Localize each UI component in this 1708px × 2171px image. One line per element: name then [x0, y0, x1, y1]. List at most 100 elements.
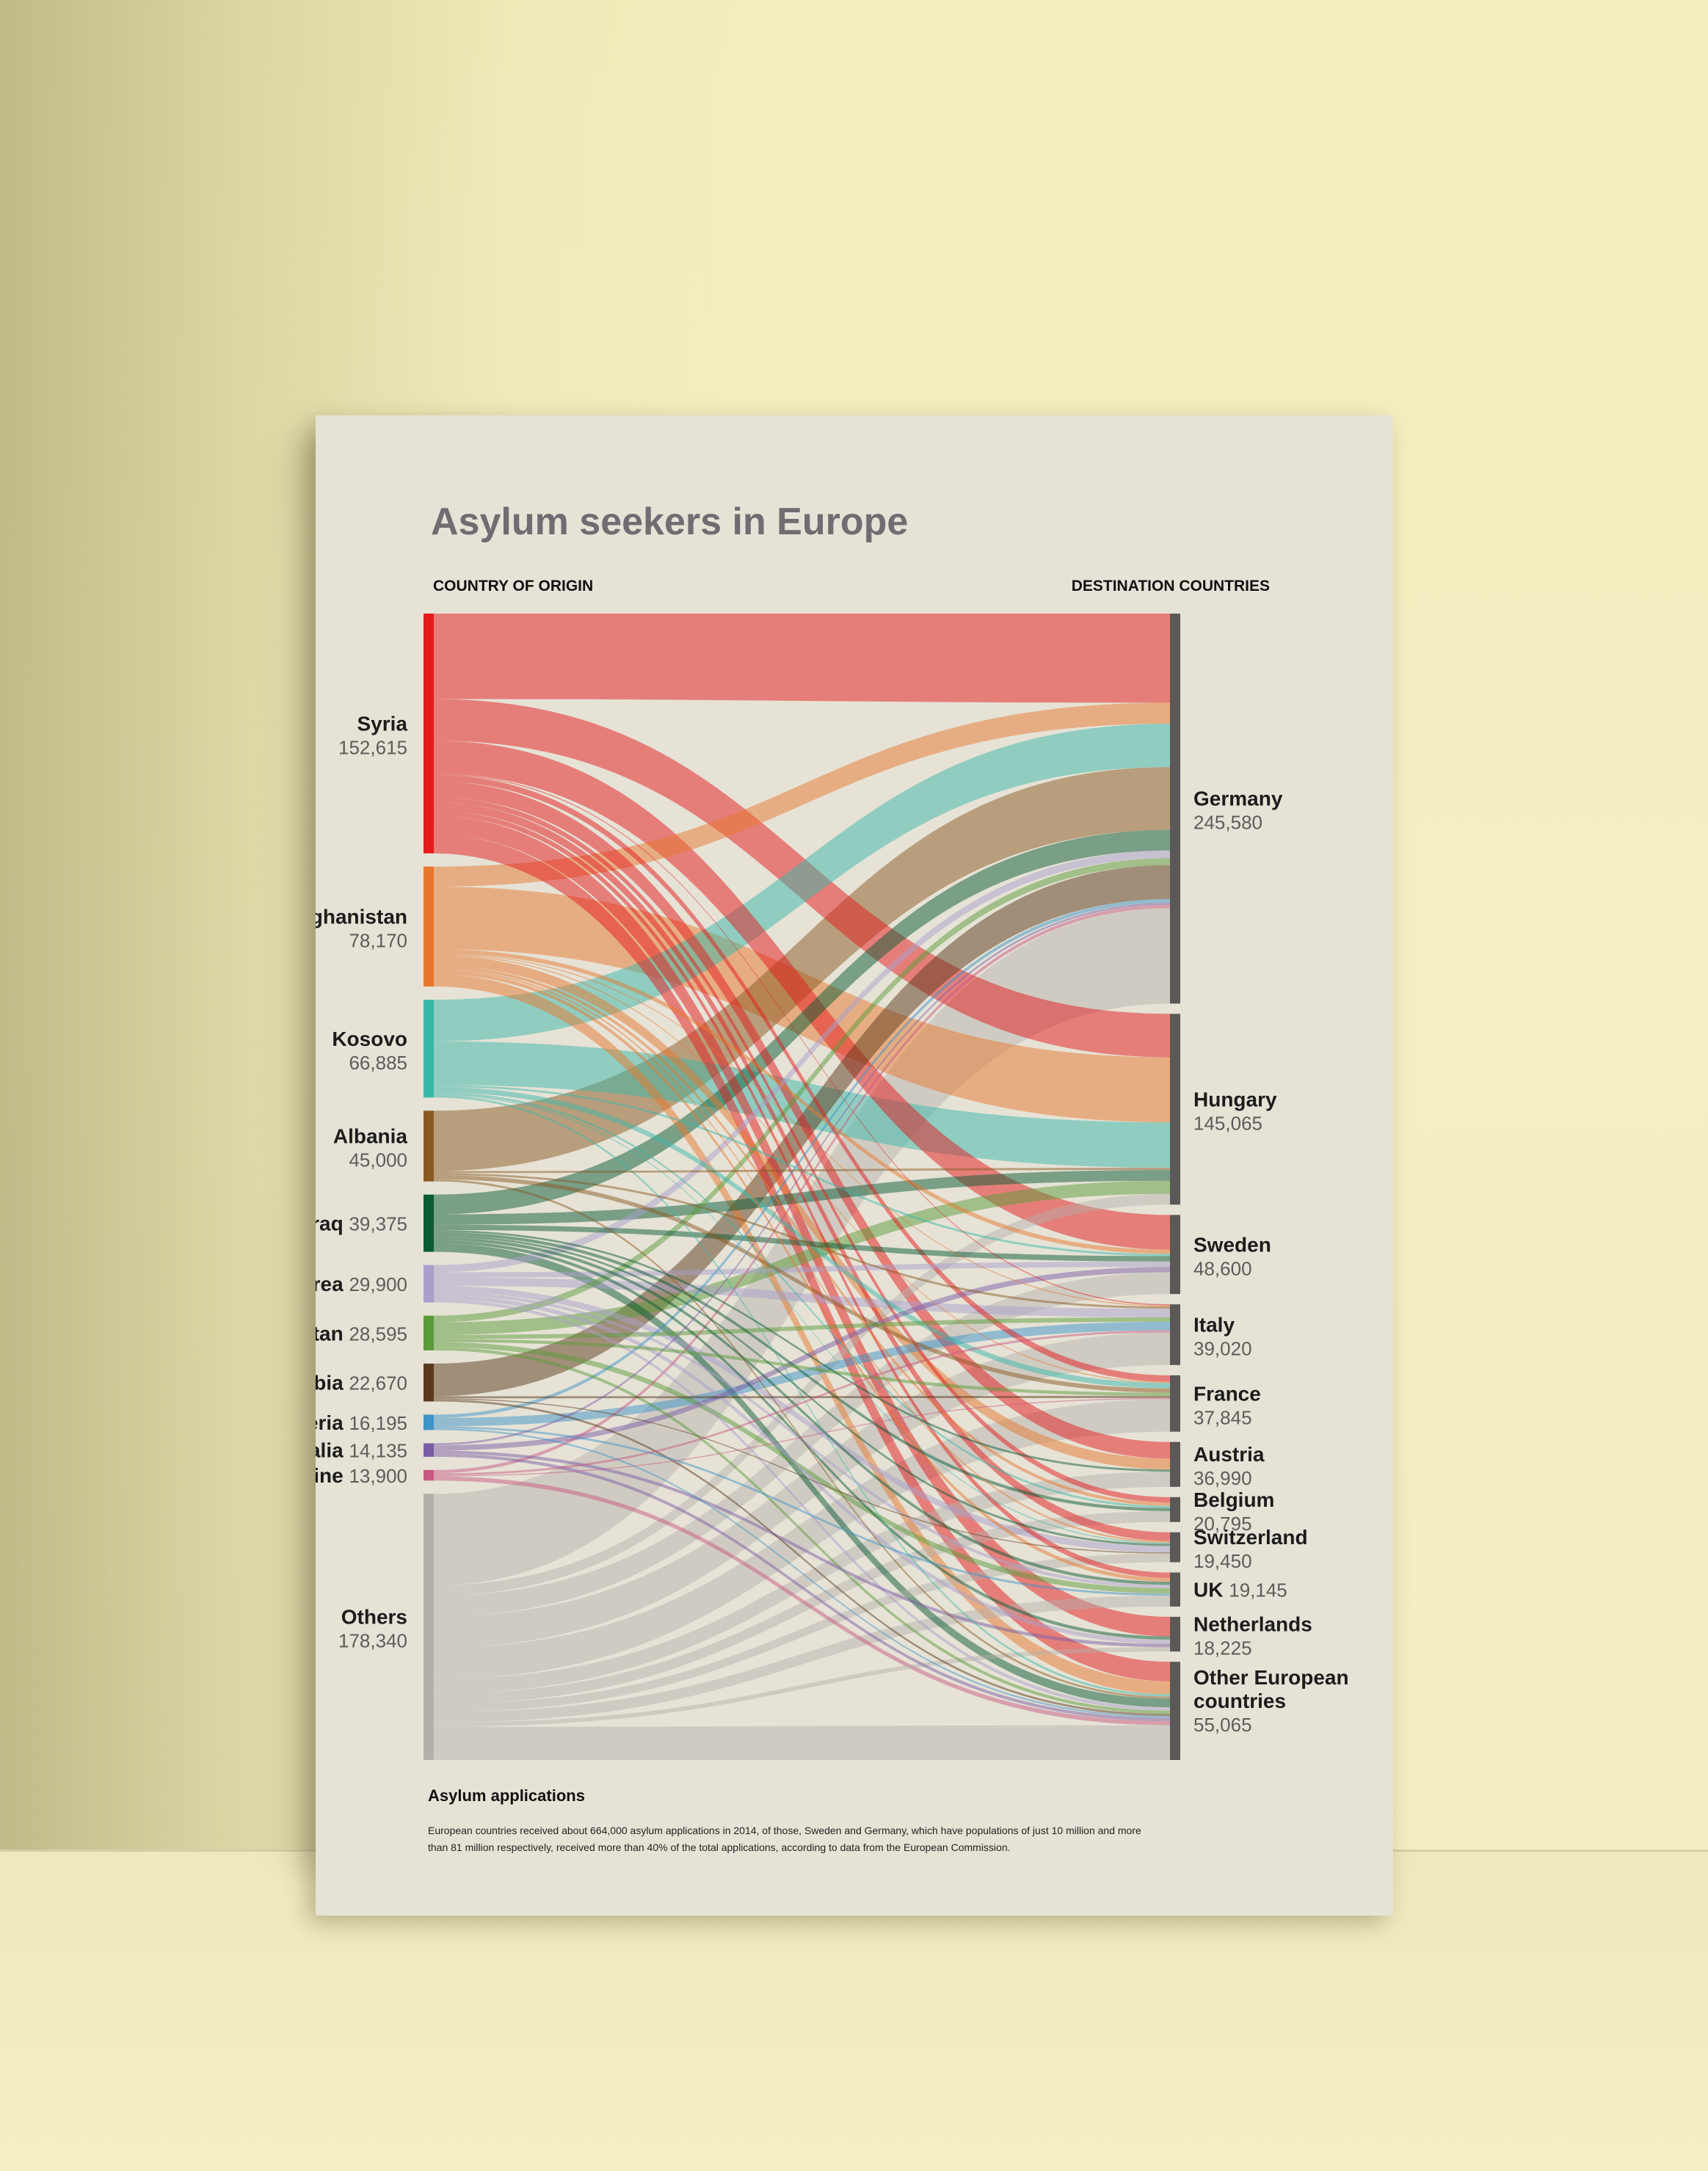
flow-eritrea-to-italy	[434, 1277, 1170, 1317]
flow-others-to-austria	[434, 1472, 1170, 1694]
flow-others-to-uk	[434, 1596, 1170, 1723]
source-bar-albania	[424, 1110, 434, 1182]
destination-value-sweden: 48,600	[1193, 1257, 1252, 1279]
flow-eritrea-to-other-european-countries	[434, 1299, 1170, 1711]
destination-bar-france	[1170, 1375, 1180, 1432]
flow-eritrea-to-switzerland	[434, 1285, 1170, 1553]
destination-value-italy: 39,020	[1193, 1338, 1252, 1360]
sankey-diagram: Asylum seekers in Europe COUNTRY OF ORIG…	[316, 501, 1349, 1853]
destination-bar-belgium	[1170, 1497, 1180, 1522]
flow-serbia-to-germany	[434, 865, 1170, 1397]
flow-afghanistan-to-switzerland	[434, 969, 1170, 1543]
flow-ukraine-to-france	[434, 1397, 1170, 1477]
flow-serbia-to-other-european-countries	[434, 1399, 1170, 1717]
source-bar-others	[424, 1494, 434, 1760]
flow-somalia-to-germany	[434, 902, 1170, 1446]
destination-value-france: 37,845	[1193, 1406, 1252, 1428]
destination-bar-germany	[1170, 614, 1180, 1004]
destination-bar-other-european-countries	[1170, 1662, 1180, 1760]
source-bar-pakistan	[424, 1315, 434, 1350]
destination-name-sweden: Sweden	[1193, 1233, 1271, 1256]
flow-somalia-to-sweden	[434, 1267, 1170, 1451]
source-label-iraq: Iraq 39,375	[316, 1212, 407, 1235]
footer-text-line-2: than 81 million respectively, received m…	[428, 1841, 1011, 1853]
flow-eritrea-to-germany	[434, 850, 1170, 1273]
flow-iraq-to-uk	[434, 1237, 1170, 1585]
flow-iraq-to-sweden	[434, 1224, 1170, 1262]
source-name-kosovo: Kosovo	[332, 1028, 407, 1050]
destination-name-austria: Austria	[1193, 1443, 1265, 1466]
destination-value-belgium: 20,795	[1193, 1513, 1252, 1535]
flow-pakistan-to-france	[434, 1339, 1170, 1396]
flow-albania-to-italy	[434, 1173, 1170, 1309]
flow-others-to-switzerland	[434, 1553, 1170, 1712]
flow-kosovo-to-switzerland	[434, 1094, 1170, 1544]
flow-nigeria-to-germany	[434, 899, 1170, 1419]
flow-albania-to-france	[434, 1175, 1170, 1393]
flow-somalia-to-other-european-countries	[434, 1453, 1170, 1721]
flow-somalia-to-netherlands	[434, 1450, 1170, 1648]
flow-syria-to-belgium	[434, 797, 1170, 1503]
source-label-pakistan: Pakistan 28,595	[316, 1322, 407, 1345]
source-label-somalia: Somalia 14,135	[316, 1439, 407, 1462]
flow-nigeria-to-italy	[434, 1321, 1170, 1427]
flow-serbia-to-switzerland	[434, 1398, 1170, 1554]
flow-kosovo-to-france	[434, 1087, 1170, 1389]
destination-value-hungary: 145,065	[1193, 1112, 1262, 1134]
flow-iraq-to-belgium	[434, 1232, 1170, 1512]
source-value-afghanistan: 78,170	[349, 929, 407, 951]
destination-bar-netherlands	[1170, 1616, 1180, 1652]
flow-afghanistan-to-sweden	[434, 949, 1170, 1254]
destination-label-uk: UK 19,145	[1193, 1579, 1287, 1601]
source-name-afghanistan: Afghanistan	[316, 905, 407, 928]
flow-afghanistan-to-uk	[434, 970, 1170, 1582]
flow-nigeria-to-uk	[434, 1426, 1170, 1596]
flow-ukraine-to-italy	[434, 1330, 1170, 1476]
flow-albania-to-other-european-countries	[434, 1179, 1170, 1699]
flow-iraq-to-austria	[434, 1229, 1170, 1472]
flow-others-to-hungary	[434, 1193, 1170, 1596]
destination-value-austria: 36,990	[1193, 1467, 1252, 1489]
source-value-others: 178,340	[338, 1630, 407, 1652]
flow-eritrea-to-netherlands	[434, 1295, 1170, 1644]
destination-bar-hungary	[1170, 1014, 1180, 1205]
flow-iraq-to-hungary	[434, 1170, 1170, 1225]
flow-others-to-france	[434, 1399, 1170, 1679]
flow-syria-to-austria	[434, 781, 1170, 1459]
flow-iraq-to-germany	[434, 829, 1170, 1215]
destination-value-germany: 245,580	[1193, 812, 1262, 834]
source-label-ukraine: Ukraine 13,900	[316, 1464, 407, 1487]
flow-eritrea-to-sweden	[434, 1261, 1170, 1278]
flow-nigeria-to-other-european-countries	[434, 1428, 1170, 1718]
origin-header: COUNTRY OF ORIGIN	[433, 578, 593, 594]
destination-value-netherlands: 18,225	[1193, 1637, 1252, 1659]
flow-others-to-netherlands	[434, 1647, 1170, 1727]
destination-name-france: France	[1193, 1382, 1261, 1405]
flow-pakistan-to-italy	[434, 1317, 1170, 1339]
source-bar-nigeria	[424, 1414, 434, 1430]
source-bar-eritrea	[424, 1265, 434, 1303]
source-bar-ukraine	[424, 1469, 434, 1481]
flow-eritrea-to-uk	[434, 1292, 1170, 1588]
poster-title: Asylum seekers in Europe	[431, 501, 908, 543]
flow-kosovo-to-belgium	[434, 1092, 1170, 1508]
flow-others-to-sweden	[434, 1272, 1170, 1617]
source-value-albania: 45,000	[349, 1149, 407, 1171]
destination-name-italy: Italy	[1193, 1314, 1235, 1337]
flow-afghanistan-to-france	[434, 954, 1170, 1383]
source-bar-iraq	[424, 1194, 434, 1252]
flow-syria-to-netherlands	[434, 815, 1170, 1637]
flow-iraq-to-switzerland	[434, 1234, 1170, 1546]
flow-afghanistan-to-austria	[434, 955, 1170, 1470]
flow-albania-to-germany	[434, 767, 1170, 1171]
destination-name-hungary: Hungary	[1193, 1088, 1277, 1110]
poster: Asylum seekers in Europe COUNTRY OF ORIG…	[316, 415, 1393, 1916]
flow-kosovo-to-hungary	[434, 1041, 1170, 1168]
source-value-syria: 152,615	[338, 736, 407, 758]
flow-albania-to-hungary	[434, 1168, 1170, 1174]
flow-serbia-to-france	[434, 1395, 1170, 1399]
destination-name-netherlands: Netherlands	[1193, 1613, 1312, 1636]
destination-value-switzerland: 19,450	[1193, 1550, 1252, 1572]
source-bar-somalia	[424, 1443, 434, 1457]
flow-syria-to-germany	[434, 614, 1170, 703]
